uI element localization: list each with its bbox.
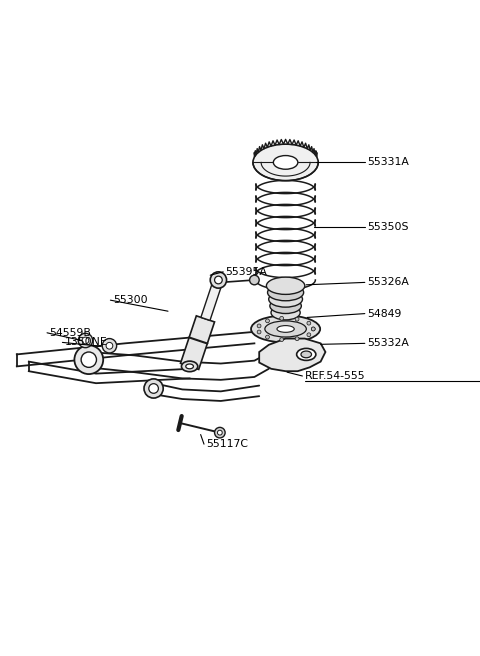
Circle shape	[265, 335, 269, 339]
Circle shape	[210, 272, 227, 288]
Ellipse shape	[186, 364, 193, 369]
Circle shape	[78, 333, 93, 348]
Ellipse shape	[265, 321, 306, 337]
Text: 55117C: 55117C	[206, 439, 249, 449]
Text: 55350S: 55350S	[367, 222, 408, 232]
Polygon shape	[180, 316, 215, 369]
Circle shape	[215, 427, 225, 438]
Circle shape	[102, 338, 117, 353]
Circle shape	[295, 318, 299, 321]
Circle shape	[217, 430, 222, 435]
Circle shape	[81, 352, 96, 367]
Ellipse shape	[181, 361, 198, 372]
Circle shape	[295, 337, 299, 340]
Text: 54559B: 54559B	[49, 328, 91, 338]
Ellipse shape	[266, 277, 305, 295]
Circle shape	[82, 337, 89, 344]
Ellipse shape	[301, 351, 312, 358]
Circle shape	[257, 324, 261, 328]
Circle shape	[144, 379, 163, 398]
Circle shape	[106, 342, 113, 349]
Circle shape	[280, 316, 284, 320]
Ellipse shape	[271, 306, 300, 320]
Ellipse shape	[270, 298, 301, 314]
Text: 54849: 54849	[367, 308, 402, 319]
Circle shape	[307, 333, 311, 337]
Circle shape	[257, 330, 261, 334]
Circle shape	[74, 345, 103, 374]
Circle shape	[265, 319, 269, 323]
Text: 55331A: 55331A	[367, 157, 409, 167]
Ellipse shape	[251, 316, 320, 342]
Text: REF.54-555: REF.54-555	[305, 371, 365, 381]
Text: 55326A: 55326A	[367, 277, 409, 287]
Text: 55332A: 55332A	[367, 338, 409, 348]
Ellipse shape	[269, 291, 302, 307]
Text: 55300: 55300	[113, 295, 147, 305]
Circle shape	[250, 276, 259, 285]
Circle shape	[149, 384, 158, 394]
Circle shape	[307, 321, 311, 325]
Text: 55395A: 55395A	[226, 267, 267, 277]
Circle shape	[312, 327, 315, 331]
Text: 1350NE: 1350NE	[65, 337, 108, 348]
Polygon shape	[201, 279, 223, 320]
Circle shape	[215, 276, 222, 284]
Ellipse shape	[277, 325, 294, 333]
Polygon shape	[259, 338, 325, 371]
Ellipse shape	[277, 319, 294, 329]
Ellipse shape	[273, 155, 298, 169]
Ellipse shape	[297, 348, 316, 360]
Circle shape	[312, 327, 315, 331]
Circle shape	[280, 338, 284, 342]
Ellipse shape	[267, 284, 304, 300]
Ellipse shape	[253, 144, 318, 180]
